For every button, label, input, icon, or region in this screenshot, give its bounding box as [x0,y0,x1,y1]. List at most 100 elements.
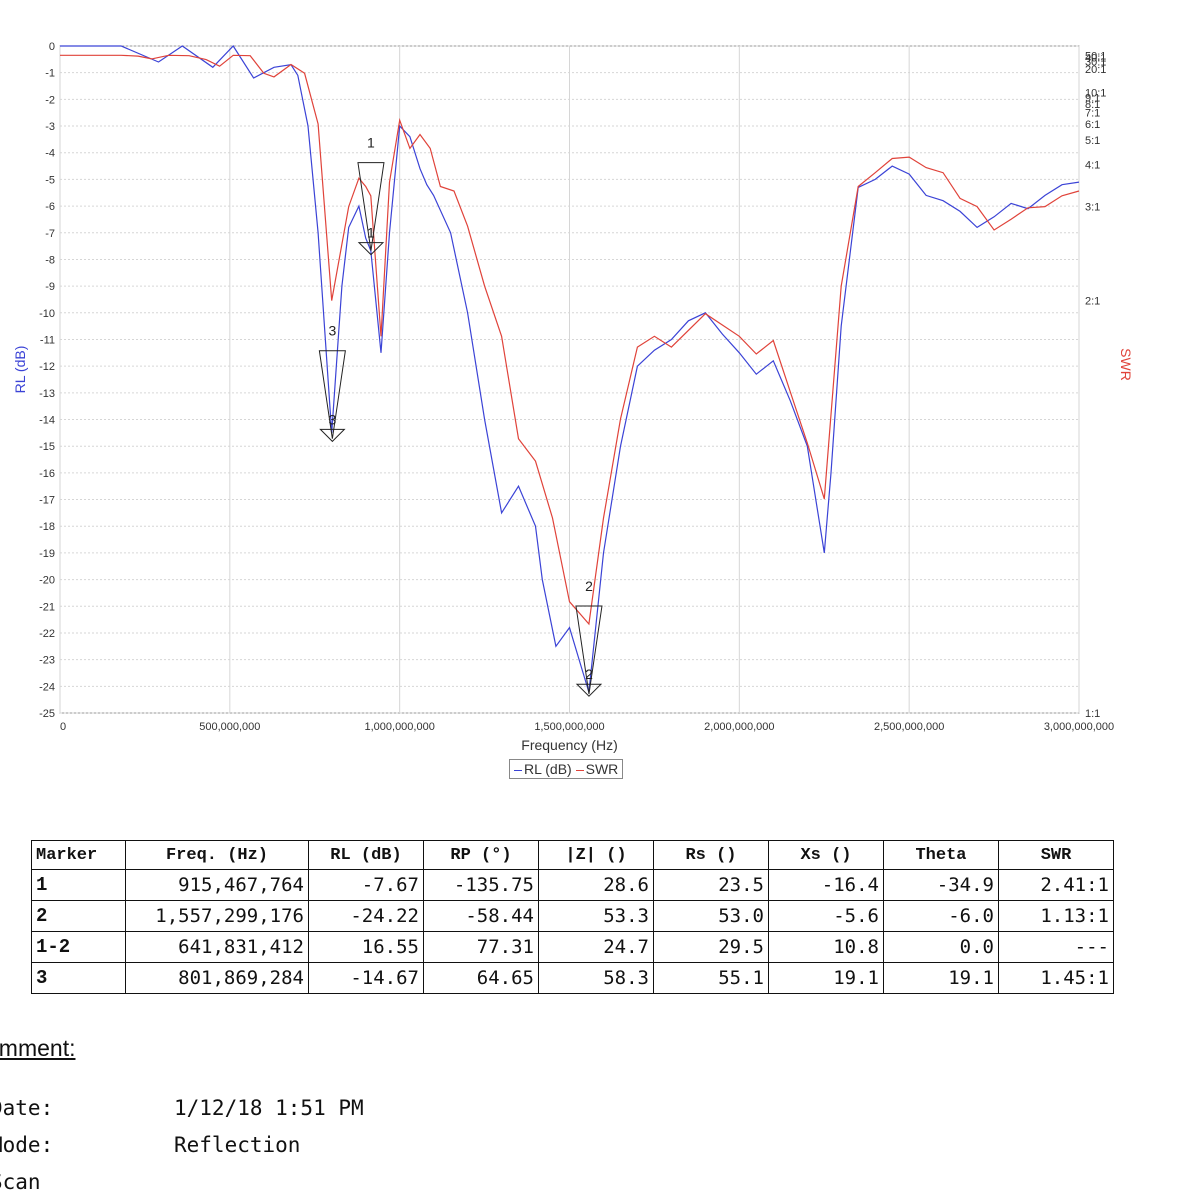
date-value: 1/12/18 1:51 PM [174,1096,364,1120]
swr-tick-label: 30:1 [1085,56,1106,68]
swr-tick-label: 5:1 [1085,135,1100,147]
swr-tick-label: 10:1 [1085,88,1106,100]
marker-table: Marker Freq. (Hz) RL (dB) RP (°) |Z| () … [31,840,1114,994]
rs-cell: 55.1 [653,962,769,994]
marker-cell: 1-2 [31,931,126,963]
rl-marker-label: 3 [328,411,336,427]
theta-cell: 19.1 [883,962,999,994]
y-tick-label: 0 [49,41,55,53]
table-header-row: Marker Freq. (Hz) RL (dB) RP (°) |Z| () … [31,840,1114,870]
rl-cell: -7.67 [308,869,424,901]
table-row: 1 915,467,764 -7.67 -135.75 28.6 23.5 -1… [31,869,1114,901]
y-tick-label: -3 [45,121,55,133]
swr-cell: 1.13:1 [998,900,1114,932]
rl-marker-2 [575,683,603,697]
x-tick-label: 1,000,000,000 [364,721,434,733]
marker-header: Marker [31,840,126,870]
y-tick-label: -4 [45,148,55,160]
swr-tick-label: 6:1 [1085,119,1100,131]
rs-header: Rs () [653,840,769,870]
swr-cell: 1.45:1 [998,962,1114,994]
table-row: 2 1,557,299,176 -24.22 -58.44 53.3 53.0 … [31,900,1114,932]
xs-cell: -16.4 [768,869,884,901]
rp-cell: 64.65 [423,962,539,994]
swr-legend-swatch [575,769,584,771]
swr-legend-label: SWR [585,761,619,777]
z-header: |Z| () [538,840,654,870]
z-cell: 24.7 [538,931,654,963]
swr-tick-label: 8:1 [1085,99,1100,111]
swr-cell: --- [998,931,1114,963]
rl-legend-swatch [514,769,522,771]
table-row: 1-2 641,831,412 16.55 77.31 24.7 29.5 10… [31,931,1114,963]
rl-swr-chart: 0 -1 -2 -3 -4 -5 -6 -7 -8 -9 -10 -11 -12 -13 -14 -15 -16… [12,41,1134,753]
xs-header: Xs () [768,840,884,870]
swr-tick-label: 1:1 [1085,708,1100,720]
scan-row: Scan [0,1170,174,1194]
x-tick-label: 500,000,000 [199,721,260,733]
x-tick-label: 2,000,000,000 [704,721,774,733]
x-tick-label: 3,000,000,000 [1044,721,1114,733]
rs-cell: 53.0 [653,900,769,932]
y-tick-label: -13 [39,388,55,400]
marker-cell: 3 [31,962,126,994]
date-row: Date: 1/12/18 1:51 PM [0,1096,364,1120]
rl-header: RL (dB) [308,840,424,870]
rp-cell: -135.75 [423,869,539,901]
swr-marker-label: 1 [367,135,375,151]
y-tick-label: -23 [39,655,55,667]
freq-cell: 1,557,299,176 [125,900,309,932]
comment-heading: omment: [0,1035,76,1061]
y-tick-label: -21 [39,601,55,613]
rl-marker-label: 2 [585,666,593,682]
theta-cell: 0.0 [883,931,999,963]
y-tick-label: -17 [39,495,55,507]
swr-marker-3 [318,350,346,439]
y-tick-label: -6 [45,201,55,213]
xs-cell: 19.1 [768,962,884,994]
rp-cell: 77.31 [423,931,539,963]
xs-cell: 10.8 [768,931,884,963]
rl-cell: -24.22 [308,900,424,932]
y-tick-label: -16 [39,468,55,480]
rl-cell: -14.67 [308,962,424,994]
swr-tick-label: 3:1 [1085,202,1100,214]
swr-header: SWR [998,840,1114,870]
y-tick-label: -22 [39,628,55,640]
swr-tick-label: 50:1 [1085,50,1106,62]
y-tick-label: -9 [45,281,55,293]
rl-marker-1 [357,242,385,256]
swr-marker-label: 3 [328,323,336,339]
y-axis-title-rl: RL (dB) [12,346,28,394]
theta-header: Theta [883,840,999,870]
y-tick-label: -14 [39,415,55,427]
x-tick-label: 1,500,000,000 [534,721,604,733]
rs-cell: 23.5 [653,869,769,901]
swr-series-line [60,54,1080,626]
rl-legend-label: RL (dB) [524,761,572,777]
swr-marker-1 [357,162,385,251]
y-tick-label: -8 [45,254,55,266]
swr-tick-label: 40:1 [1085,53,1106,65]
mode-value: Reflection [174,1133,301,1157]
swr-marker-label: 2 [585,578,593,594]
swr-tick-label: 7:1 [1085,108,1100,120]
swr-tick-label: 9:1 [1085,93,1100,105]
swr-marker-2 [575,605,603,695]
y-tick-label: -7 [45,228,55,240]
y-axis-title-swr: SWR [1118,348,1134,381]
y-tick-label: -11 [40,334,55,346]
rp-cell: -58.44 [423,900,539,932]
marker-cell: 1 [31,869,126,901]
y-tick-label: -15 [39,441,55,453]
y-tick-label: -1 [45,68,55,80]
rl-cell: 16.55 [308,931,424,963]
z-cell: 28.6 [538,869,654,901]
y-tick-label: -24 [39,681,55,693]
swr-tick-label: 2:1 [1085,296,1100,308]
table-row: 3 801,869,284 -14.67 64.65 58.3 55.1 19.… [31,962,1114,994]
x-axis-title: Frequency (Hz) [521,737,617,753]
y-tick-label: -12 [39,361,55,373]
